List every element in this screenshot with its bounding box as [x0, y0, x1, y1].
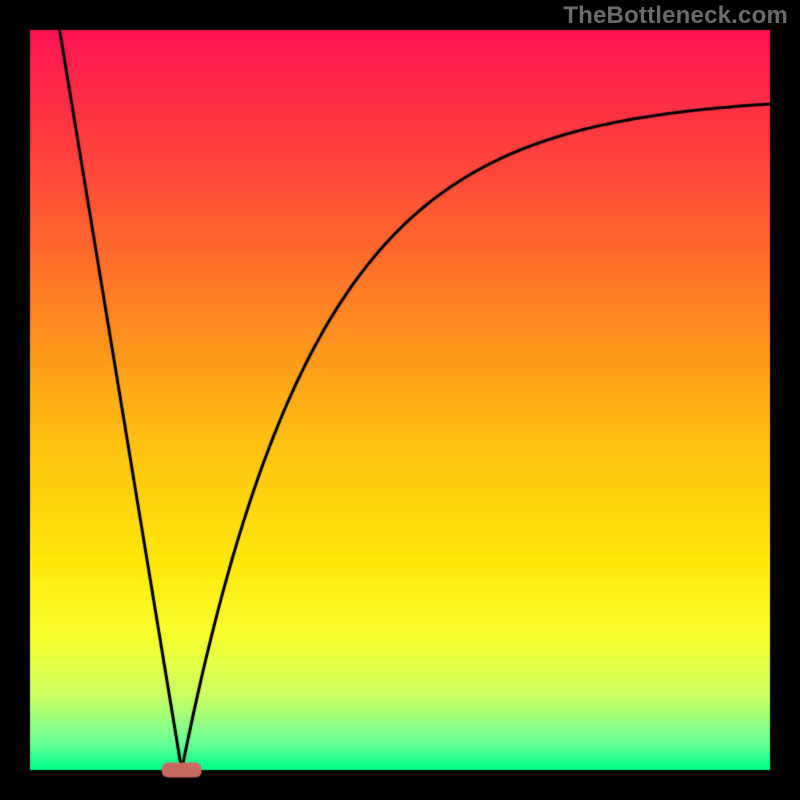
watermark-label: TheBottleneck.com: [563, 2, 788, 30]
chart-container: { "watermark": { "text": "TheBottleneck.…: [0, 0, 800, 800]
bottleneck-curve-chart: [0, 0, 800, 800]
